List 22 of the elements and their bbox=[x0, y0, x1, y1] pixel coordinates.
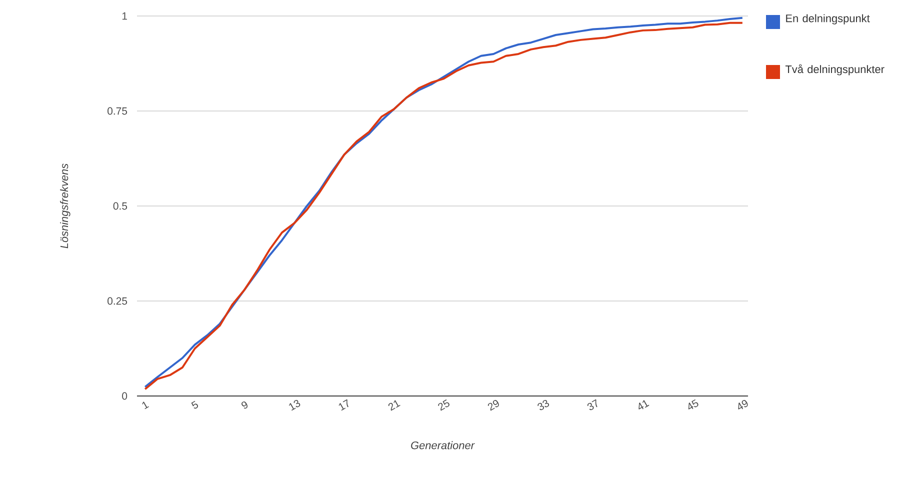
legend-label: Två delningspunkter bbox=[785, 64, 884, 76]
y-tick-label: 0.75 bbox=[108, 107, 128, 115]
x-tick-label: 29 bbox=[488, 400, 499, 411]
x-tick-label: 21 bbox=[388, 400, 400, 411]
x-tick-label: 41 bbox=[638, 400, 650, 410]
y-axis-title: Lösningsfrekvens bbox=[60, 164, 70, 248]
x-tick-label: 1 bbox=[142, 402, 149, 410]
y-tick-label: 0.5 bbox=[113, 202, 128, 210]
x-tick-label: 13 bbox=[289, 400, 300, 411]
legend-label: En delningspunkt bbox=[786, 14, 870, 24]
x-tick-label: 9 bbox=[242, 401, 248, 409]
y-tick-label: 0 bbox=[122, 392, 128, 400]
x-tick-label: 25 bbox=[438, 399, 450, 411]
x-axis-title: Generationer bbox=[411, 441, 475, 450]
x-tick-label: 5 bbox=[191, 400, 198, 409]
y-tick-label: 0.25 bbox=[108, 297, 128, 305]
x-tick-label: 33 bbox=[538, 400, 550, 410]
x-tick-label: 17 bbox=[338, 399, 348, 411]
x-tick-label: 45 bbox=[688, 399, 698, 410]
x-tick-label: 49 bbox=[738, 400, 748, 410]
y-tick-label: 1 bbox=[122, 12, 127, 20]
x-tick-label: 37 bbox=[587, 399, 598, 410]
